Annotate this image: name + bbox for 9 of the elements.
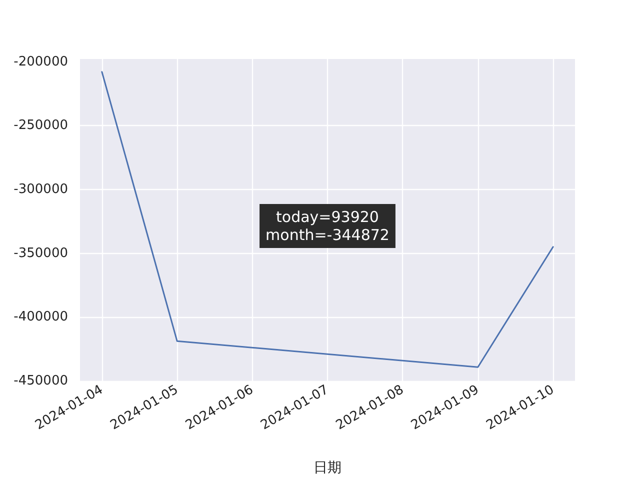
y-tick-label: -200000 — [14, 54, 68, 70]
y-tick-label: -400000 — [14, 310, 68, 325]
line-series — [101, 71, 554, 368]
x-axis-title: 日期 — [314, 460, 342, 476]
y-tick-label: -350000 — [14, 246, 68, 261]
y-tick-label: -450000 — [14, 374, 68, 388]
annotation: today=93920 month=-344872 — [266, 208, 390, 244]
y-tick-label: -250000 — [14, 118, 68, 134]
y-tick-label: -300000 — [14, 182, 68, 198]
